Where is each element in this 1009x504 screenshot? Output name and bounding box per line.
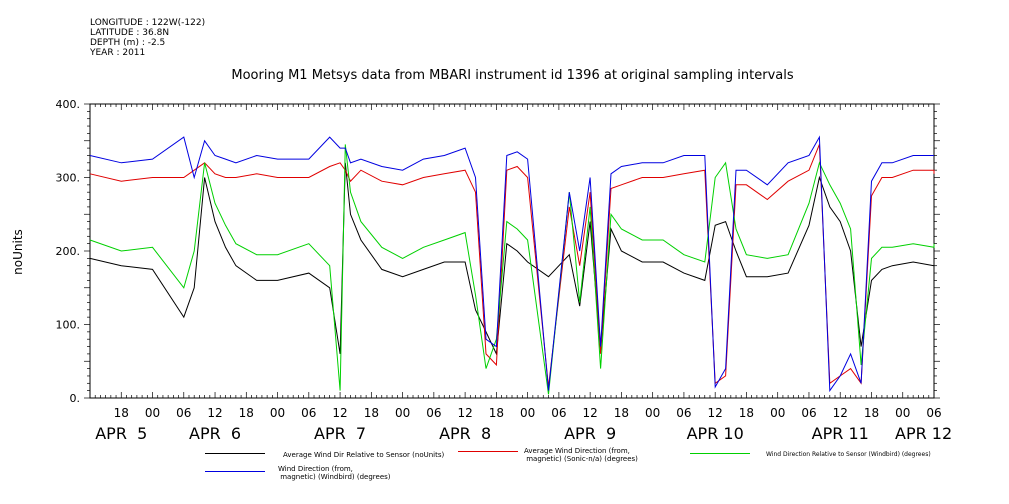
- x-tick-label: 18: [739, 406, 754, 420]
- series-line-1: [89, 144, 935, 388]
- y-tick-label: 300.: [56, 172, 81, 185]
- x-tick-label: 00: [520, 406, 535, 420]
- plot-frame: [89, 103, 935, 399]
- x-tick-label: 00: [395, 406, 410, 420]
- x-day-label: APR 10: [687, 424, 744, 443]
- x-tick-label: 18: [114, 406, 129, 420]
- y-tick-label: 400.: [56, 98, 81, 111]
- series-line-2: [89, 144, 935, 395]
- y-tick-label: 100.: [56, 319, 81, 332]
- y-tick-label: 200.: [56, 245, 81, 258]
- x-tick-label: 06: [801, 406, 816, 420]
- x-day-label: APR 9: [564, 424, 616, 443]
- x-tick-label: 06: [551, 406, 566, 420]
- x-tick-label: 06: [301, 406, 316, 420]
- x-tick-label: 00: [895, 406, 910, 420]
- meta-longitude: LONGITUDE : 122W(-122): [90, 18, 206, 28]
- x-tick-label: 18: [489, 406, 504, 420]
- x-day-label: APR 5: [95, 424, 147, 443]
- x-tick-label: 06: [176, 406, 191, 420]
- legend-label: Average Wind Direction (from, magnetic) …: [524, 447, 638, 463]
- x-tick-label: 06: [426, 406, 441, 420]
- x-tick-label: 18: [364, 406, 379, 420]
- metadata-block: LONGITUDE : 122W(-122) LATITUDE : 36.8N …: [90, 18, 205, 58]
- y-tick-label: 0.: [70, 392, 81, 405]
- x-tick-label: 12: [833, 406, 848, 420]
- x-day-label: APR 11: [812, 424, 869, 443]
- x-tick-label: 18: [239, 406, 254, 420]
- x-tick-label: 00: [270, 406, 285, 420]
- x-tick-label: 18: [864, 406, 879, 420]
- legend-swatch: [690, 453, 750, 454]
- x-day-label: APR 7: [314, 424, 366, 443]
- x-day-label: APR 8: [439, 424, 491, 443]
- chart-title: Mooring M1 Metsys data from MBARI instru…: [231, 68, 794, 83]
- legend-swatch: [458, 451, 518, 452]
- meta-latitude: LATITUDE : 36.8N: [90, 28, 170, 38]
- x-tick-label: 12: [457, 406, 472, 420]
- x-tick-label: 06: [676, 406, 691, 420]
- legend-swatch: [205, 471, 265, 472]
- x-day-label: APR 12: [895, 424, 952, 443]
- series-line-3: [89, 135, 934, 393]
- x-tick-label: 12: [207, 406, 222, 420]
- legend-label: Average Wind Dir Relative to Sensor (noU…: [283, 451, 445, 459]
- meta-year: YEAR : 2011: [90, 48, 146, 58]
- x-tick-label: 00: [770, 406, 785, 420]
- x-day-label: APR 6: [189, 424, 241, 443]
- x-tick-label: 00: [645, 406, 660, 420]
- x-tick-label: 00: [145, 406, 160, 420]
- x-tick-label: 12: [332, 406, 347, 420]
- series-line-0: [89, 162, 935, 356]
- x-tick-label: 12: [583, 406, 598, 420]
- legend-label: Wind Direction (from, magnetic) (Windbir…: [278, 465, 391, 481]
- meta-depth: DEPTH (m) : -2.5: [90, 38, 166, 48]
- legend-swatch: [205, 453, 265, 454]
- x-tick-label: 06: [926, 406, 941, 420]
- x-tick-label: 12: [708, 406, 723, 420]
- x-tick-label: 18: [614, 406, 629, 420]
- legend-label: Wind Direction Relative to Sensor (Windb…: [766, 451, 931, 458]
